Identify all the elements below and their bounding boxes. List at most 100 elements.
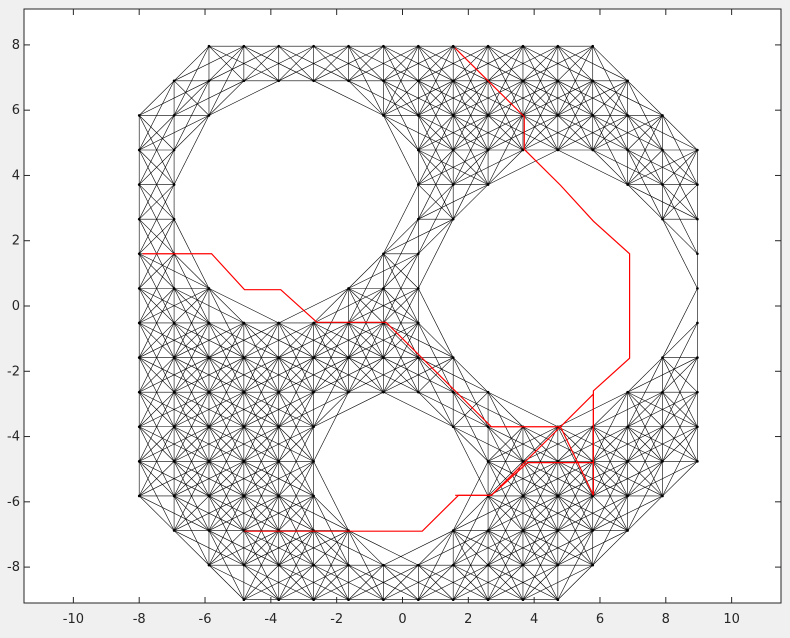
graph-node [696,183,699,186]
graph-edge [522,461,559,497]
graph-edge [173,530,210,566]
graph-edge [278,426,314,462]
graph-node [626,425,629,429]
x-tick-label: 8 [662,612,670,627]
graph-node [347,390,350,394]
graph-node [242,598,246,602]
graph-edge [452,184,489,220]
graph-edge [487,80,524,151]
x-tick-label: 4 [530,612,538,627]
graph-node [172,529,176,532]
graph-edge [348,530,384,566]
graph-node [137,148,141,152]
graph-node [207,44,211,48]
graph-edge [452,115,489,151]
graph-edge [208,495,245,566]
graph-edge [173,357,210,393]
graph-edge [278,322,314,358]
graph-node [416,252,420,256]
graph-edge [557,80,594,151]
graph-edge [208,426,245,497]
graph-node [312,494,315,498]
graph-node [137,217,141,221]
y-tick-label: 8 [12,38,20,53]
graph-edge [173,45,210,82]
graph-edge [662,149,698,220]
graph-edge [557,115,593,151]
graph-edge [173,322,210,393]
graph-node [661,148,664,152]
graph-edge [627,80,663,116]
graph-edge [592,426,628,497]
y-axis: -8 -6 -4 -2 0 2 4 6 8 [7,38,781,575]
x-tick-label: 0 [398,612,406,627]
graph-node [451,598,455,602]
graph-edge [173,495,210,531]
graph-node [242,460,246,463]
graph-edge [278,322,314,393]
graph-edge [313,461,349,531]
graph-edge [592,45,628,82]
graph-edge [173,392,210,462]
graph-edge [173,80,210,116]
graph-edge [627,149,663,220]
graph-node [207,287,211,290]
y-tick-label: -8 [7,560,20,575]
x-tick-label: 2 [464,612,472,627]
graph-node [521,529,525,532]
graph-edge [173,322,210,358]
graph-node [556,460,560,463]
graph-edge [348,45,384,82]
graph-edge [278,288,349,324]
graph-node [242,425,246,429]
graph-node [486,390,490,394]
graph-edge [418,46,454,116]
graph-node [521,148,525,152]
graph-node [626,390,629,394]
graph-node [521,494,525,498]
graph-edge [313,391,384,428]
graph-edge [522,564,559,600]
graph-edge [138,426,175,462]
x-tick-label: -6 [199,612,212,627]
graph-edge [383,218,419,254]
x-tick-label: -4 [264,612,277,627]
y-tick-label: -2 [7,364,20,379]
graph-edge [138,392,175,462]
graph-node [486,114,490,117]
graph-node [556,563,560,567]
graph-node [591,114,595,117]
graph-edge [487,45,524,82]
graph-node [277,356,281,359]
graph-edge [138,495,175,531]
graph-edge [418,115,454,151]
graph-edge [418,45,454,82]
graph-node [416,390,420,394]
graph-edge [383,357,419,393]
graph-edge [138,391,175,427]
graph-edge [592,80,628,116]
graph-node [451,79,455,83]
graph-edge [383,80,419,116]
graph-edge [452,495,489,531]
graph-edge [557,564,593,600]
graph-node [382,252,385,256]
graph-edge [348,80,384,116]
graph-edge [173,426,210,462]
graph-edge [418,149,454,220]
graph-edge [243,322,280,393]
graph-node [521,598,525,602]
graph-edge [557,45,593,82]
graph-edge [348,530,384,600]
graph-edge [522,530,559,600]
graph-node [137,460,141,463]
graph-edge [173,357,210,427]
graph-edge [452,530,489,600]
graph-node [451,425,455,429]
y-tick-label: -4 [7,430,20,445]
graph-edge [243,45,279,82]
graph-node [347,79,350,83]
graph-edge [138,288,175,324]
graph-edge [243,391,279,427]
graph-node [312,563,315,567]
